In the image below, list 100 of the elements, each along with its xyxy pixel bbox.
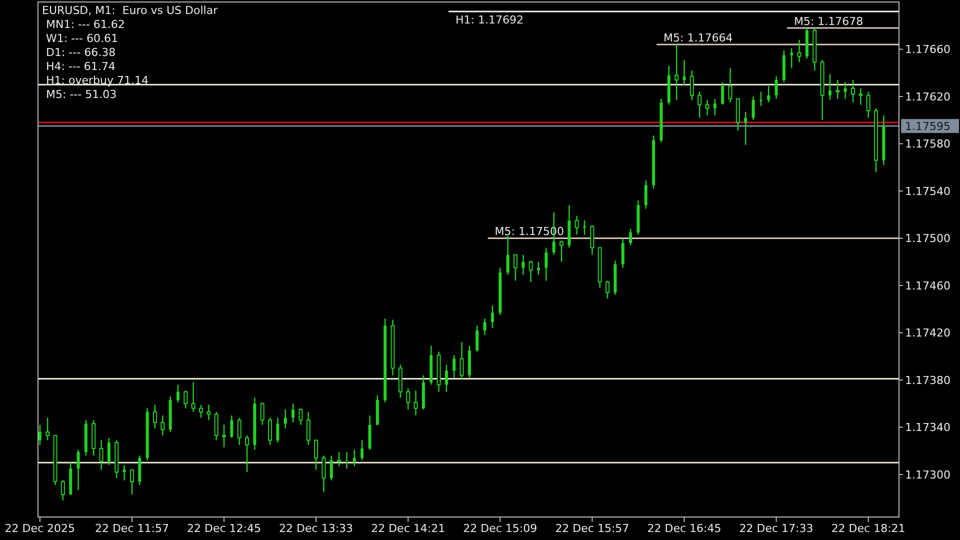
ref-line-label: H1: 1.17692 bbox=[456, 13, 524, 26]
candlestick bbox=[528, 260, 533, 283]
candlestick bbox=[506, 235, 510, 276]
y-tick-label: 1.17500 bbox=[905, 232, 950, 246]
candlestick bbox=[644, 180, 648, 210]
y-tick-label: 1.17460 bbox=[905, 279, 950, 292]
candlestick bbox=[574, 215, 579, 236]
candlestick bbox=[46, 417, 50, 441]
ref-line-label: 1.17595 bbox=[905, 120, 950, 133]
candlestick bbox=[522, 254, 525, 276]
x-tick-label: 22 Dec 11:57 bbox=[94, 522, 169, 535]
candlestick bbox=[744, 111, 748, 146]
annotation: D1: --- 66.38 bbox=[46, 46, 116, 59]
x-tick-label: 22 Dec 15:09 bbox=[463, 522, 538, 535]
x-tick-label: 22 Dec 2025 bbox=[4, 522, 76, 535]
y-tick-label: 1.17580 bbox=[905, 138, 950, 151]
chart-title: EURUSD, M1: Euro vs US Dollar bbox=[42, 4, 218, 17]
candlestick bbox=[444, 364, 448, 392]
x-tick-label: 22 Dec 14:21 bbox=[371, 522, 446, 535]
candlestick bbox=[198, 404, 203, 418]
candlestick bbox=[406, 388, 410, 410]
candlestick bbox=[850, 79, 855, 103]
x-tick-label: 22 Dec 17:33 bbox=[739, 522, 814, 535]
x-tick-label: 22 Dec 18:21 bbox=[831, 522, 906, 535]
annotation: M5: --- 51.03 bbox=[46, 88, 117, 101]
candlestick bbox=[130, 469, 134, 496]
candlestick bbox=[345, 451, 348, 470]
candlestick bbox=[736, 98, 740, 132]
candlestick bbox=[866, 91, 870, 118]
candlestick bbox=[99, 440, 104, 470]
candlestick bbox=[214, 411, 218, 441]
annotation: H4: --- 61.74 bbox=[46, 60, 116, 73]
candlestick bbox=[606, 280, 610, 300]
candlestick bbox=[330, 454, 333, 481]
x-tick-label: 22 Dec 16:45 bbox=[647, 522, 722, 535]
candlestick bbox=[230, 414, 234, 438]
candlestick bbox=[713, 98, 716, 116]
candlestick bbox=[452, 354, 456, 378]
candlestick bbox=[352, 449, 356, 467]
candlestick bbox=[752, 96, 755, 121]
candlestick bbox=[544, 247, 548, 282]
y-tick-label: 1.17540 bbox=[905, 184, 950, 198]
annotation: H1: overbuy 71.14 bbox=[46, 74, 148, 87]
candlestick bbox=[767, 85, 770, 103]
candlestick bbox=[60, 480, 65, 502]
candlestick bbox=[629, 228, 632, 246]
candlestick bbox=[176, 384, 180, 404]
candlestick bbox=[621, 238, 624, 268]
y-tick-label: 1.17420 bbox=[905, 326, 950, 340]
candlestick bbox=[483, 318, 486, 336]
candlestick bbox=[844, 82, 847, 100]
candlestick bbox=[360, 440, 364, 461]
candlestick bbox=[276, 417, 280, 444]
x-tick-label: 22 Dec 12:45 bbox=[187, 522, 261, 535]
candlestick bbox=[206, 404, 211, 421]
candlestick bbox=[191, 382, 196, 412]
candlestick bbox=[414, 390, 418, 416]
candlestick bbox=[590, 224, 594, 256]
candlestick bbox=[160, 414, 165, 436]
candlestick bbox=[222, 424, 226, 448]
candlestick bbox=[292, 403, 295, 424]
ref-line-label: M5: 1.17664 bbox=[664, 32, 733, 45]
candlestick bbox=[460, 342, 464, 381]
candlestick bbox=[490, 304, 494, 329]
annotation: W1: --- 60.61 bbox=[46, 32, 118, 45]
candlestick bbox=[797, 39, 802, 63]
x-tick-label: 22 Dec 13:33 bbox=[279, 522, 354, 535]
candlestick bbox=[268, 417, 272, 446]
candlestick bbox=[314, 440, 318, 470]
candlestick bbox=[721, 82, 724, 106]
candlestick bbox=[245, 434, 250, 473]
candlestick bbox=[368, 414, 372, 450]
y-tick-label: 1.17660 bbox=[905, 43, 950, 56]
candlestick bbox=[705, 99, 710, 116]
candlestick bbox=[858, 88, 863, 106]
candlestick bbox=[322, 454, 326, 493]
candlestick bbox=[298, 408, 303, 426]
candlestick bbox=[682, 59, 686, 86]
candlestick bbox=[836, 79, 840, 100]
annotation: MN1: --- 61.62 bbox=[46, 18, 125, 31]
candlestick bbox=[759, 91, 762, 107]
candlestick bbox=[828, 73, 832, 101]
candlestick bbox=[76, 449, 80, 490]
candlestick bbox=[284, 408, 287, 430]
candlestick bbox=[774, 76, 778, 100]
candlestick bbox=[398, 364, 402, 398]
candlestick bbox=[306, 411, 310, 446]
candlestick bbox=[476, 325, 479, 352]
y-tick-label: 1.17380 bbox=[905, 374, 950, 387]
candlestick bbox=[560, 240, 564, 262]
x-tick-label: 22 Dec 15:57 bbox=[555, 522, 630, 535]
candlestick bbox=[513, 254, 518, 282]
ref-line-label: M5: 1.17678 bbox=[794, 14, 864, 28]
candlestick bbox=[152, 404, 157, 430]
y-tick-label: 1.17300 bbox=[905, 468, 950, 482]
candlestick bbox=[690, 70, 694, 101]
y-tick-label: 1.17340 bbox=[905, 421, 950, 434]
candlestick bbox=[698, 91, 702, 118]
y-tick-label: 1.17620 bbox=[905, 90, 950, 104]
candlestick bbox=[337, 451, 342, 467]
